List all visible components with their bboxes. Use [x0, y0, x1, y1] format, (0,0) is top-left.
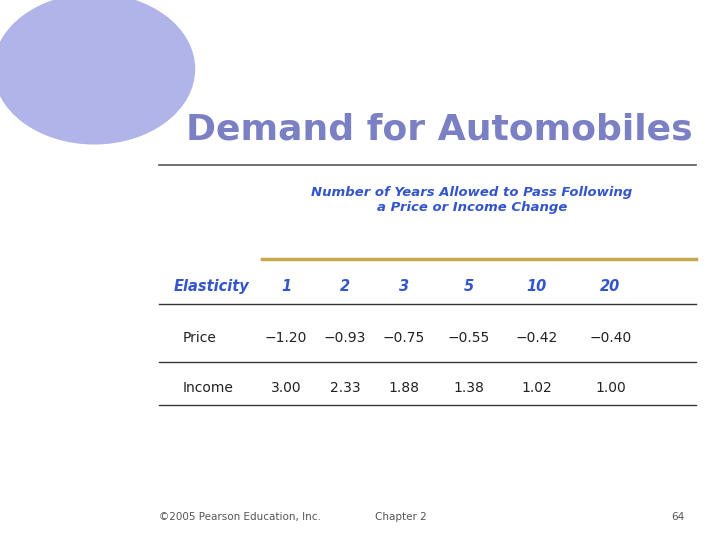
Text: 3.00: 3.00 — [271, 381, 301, 395]
Text: 1.00: 1.00 — [595, 381, 626, 395]
Text: −0.40: −0.40 — [590, 330, 631, 345]
Text: 1.02: 1.02 — [521, 381, 552, 395]
Text: −0.75: −0.75 — [383, 330, 425, 345]
Text: −0.55: −0.55 — [448, 330, 490, 345]
Text: 5: 5 — [464, 279, 474, 294]
Text: Number of Years Allowed to Pass Following
a Price or Income Change: Number of Years Allowed to Pass Followin… — [311, 186, 632, 214]
Text: 1: 1 — [281, 279, 291, 294]
Text: 2: 2 — [340, 279, 350, 294]
Text: Demand for Automobiles: Demand for Automobiles — [186, 112, 693, 146]
Text: −0.42: −0.42 — [516, 330, 558, 345]
Text: 10: 10 — [526, 279, 547, 294]
Text: 1.38: 1.38 — [454, 381, 485, 395]
Text: Chapter 2: Chapter 2 — [375, 512, 427, 522]
Text: 3: 3 — [399, 279, 409, 294]
Text: 1.88: 1.88 — [389, 381, 420, 395]
Text: ©2005 Pearson Education, Inc.: ©2005 Pearson Education, Inc. — [159, 512, 321, 522]
Text: Elasticity: Elasticity — [174, 279, 250, 294]
Circle shape — [0, 0, 194, 144]
Text: −1.20: −1.20 — [265, 330, 307, 345]
Text: 20: 20 — [600, 279, 621, 294]
Text: Income: Income — [183, 381, 233, 395]
Text: 2.33: 2.33 — [330, 381, 360, 395]
Text: Price: Price — [183, 330, 217, 345]
Text: 64: 64 — [671, 512, 684, 522]
Text: −0.93: −0.93 — [324, 330, 366, 345]
